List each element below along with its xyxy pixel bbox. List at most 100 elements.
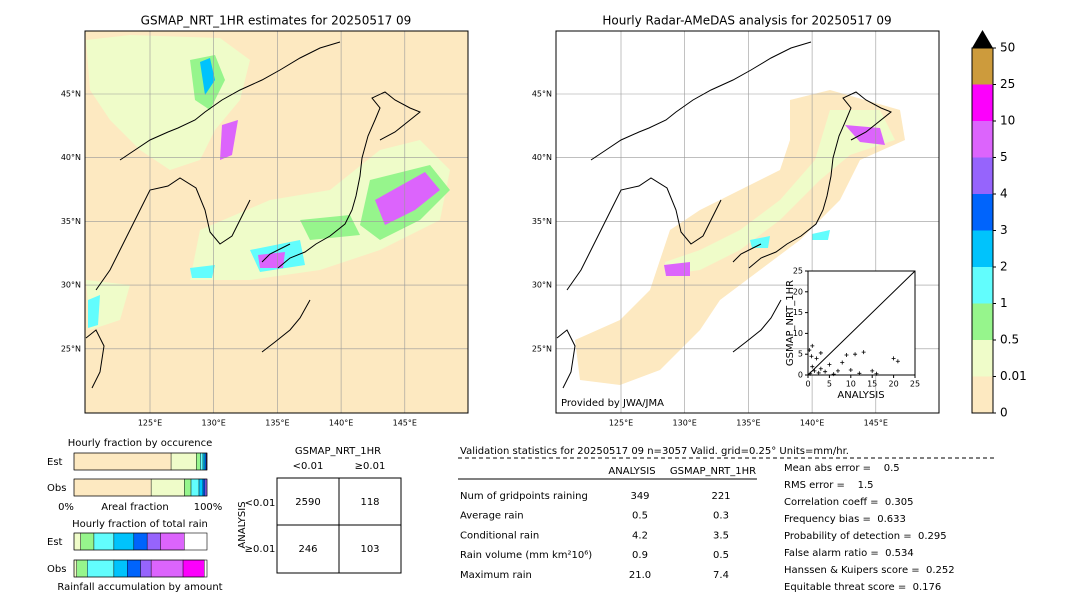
fraction-segment [73,478,152,497]
scatter-point [870,368,875,373]
rain-area [88,295,100,328]
x-tick-label: 10 [846,380,856,389]
panel-title: Hourly fraction by occurence [68,438,212,449]
colorbar-segment [972,267,993,304]
rain-area [190,265,215,278]
validation-value: 349 [630,491,649,502]
fraction-segment [150,478,185,497]
footer: Rainfall accumulation by amount [57,582,222,593]
colorbar-segment [972,84,993,121]
scatter-point [827,362,832,367]
scatter-point [818,350,823,355]
scatter-point [810,364,815,369]
lon-label: 140°E [329,419,353,428]
validation-label: Conditional rain [460,530,539,541]
fraction-segment [146,532,161,551]
bar-frame [73,532,208,551]
score: RMS error = 1.5 [784,480,874,491]
scatter-xlabel: ANALYSIS [837,390,884,401]
rain-area [845,125,885,145]
colorbar-label: 0.5 [1000,333,1019,347]
rain-area [812,230,830,240]
axis-start: 0% [58,502,74,513]
score: Hanssen & Kuipers score = 0.252 [784,565,955,576]
scatter-point [835,368,840,373]
scatter-point [848,368,853,373]
colorbar-label: 5 [1000,150,1008,164]
fraction-segment [160,532,185,551]
validation-label: Maximum rain [460,570,532,581]
colorbar-segment [972,376,993,413]
lon-label: 125°E [138,419,162,428]
scatter-point [810,343,815,348]
y-tick-label: 0 [798,371,803,380]
fraction-segment [76,559,88,578]
scatter-point [857,371,862,376]
row-label: Obs [47,483,66,494]
bar-frame [73,452,208,471]
coastline [556,41,892,389]
credit: Provided by JWA/JMA [561,398,664,409]
lat-label: 40°N [61,153,81,162]
lat-label: 25°N [61,344,81,353]
rain-area [190,140,450,280]
table-cell: 103 [360,544,379,555]
table-ylabel: ANALYSIS [237,501,248,548]
x-tick-label: 25 [910,380,920,389]
colorbar-label: 10 [1000,114,1015,128]
y-tick-label: 10 [793,329,803,338]
score: Mean abs error = 0.5 [784,463,900,474]
axis-end: 100% [194,502,223,513]
fraction-segment [190,478,200,497]
colorbar-segment [972,230,993,267]
col-label: <0.01 [293,461,324,472]
fraction-segment [182,559,205,578]
fraction-segment [113,559,128,578]
fraction-segment [80,532,95,551]
lon-label: 130°E [673,419,697,428]
colorbar-label: 50 [1000,41,1015,55]
colorbar-label: 0 [1000,406,1008,420]
fraction-segment [93,532,115,551]
axis-label: Areal fraction [101,502,168,513]
row-label: Est [47,457,63,468]
score: Frequency bias = 0.633 [784,514,906,525]
validation-value: 0.9 [632,550,648,561]
validation-col: ANALYSIS [608,466,655,477]
lat-label: 45°N [532,90,552,99]
scatter-point [808,371,813,376]
fraction-segment [133,532,148,551]
scatter-point [840,360,845,365]
fraction-segment [73,559,77,578]
lat-label: 30°N [61,281,81,290]
table-cell: 246 [298,544,317,555]
fraction-segment [87,559,115,578]
scatter-point [853,352,858,357]
y-tick-label: 5 [798,350,803,359]
fraction-segment [198,478,204,497]
coastline [85,41,421,389]
scatter-point [812,368,817,373]
colorbar-label: 25 [1000,77,1015,91]
left-map: 125°E 130°E 135°E 140°E 145°E 45°N 40°N 35°N 30°… [61,30,469,428]
lon-label: 145°E [864,419,888,428]
validation-value: 0.5 [632,511,648,522]
lon-label: 140°E [800,419,824,428]
validation-label: Rain volume (mm km²10⁶) [460,550,592,561]
left-map-title: GSMAP_NRT_1HR estimates for 20250517 09 [141,14,412,28]
scatter-point [816,370,821,375]
validation-value: 0.3 [713,511,729,522]
fraction-segment [200,452,204,471]
lat-label: 45°N [61,90,81,99]
colorbar-segment [972,194,993,231]
colorbar-label: 0.01 [1000,369,1027,383]
row-label: <0.01 [245,498,276,509]
right-map-title: Hourly Radar-AMeDAS analysis for 2025051… [602,14,891,28]
x-tick-label: 5 [827,380,832,389]
diagonal [807,270,916,376]
validation-value: 7.4 [713,570,729,581]
scatter-point [895,359,900,364]
row-label: Est [47,537,63,548]
